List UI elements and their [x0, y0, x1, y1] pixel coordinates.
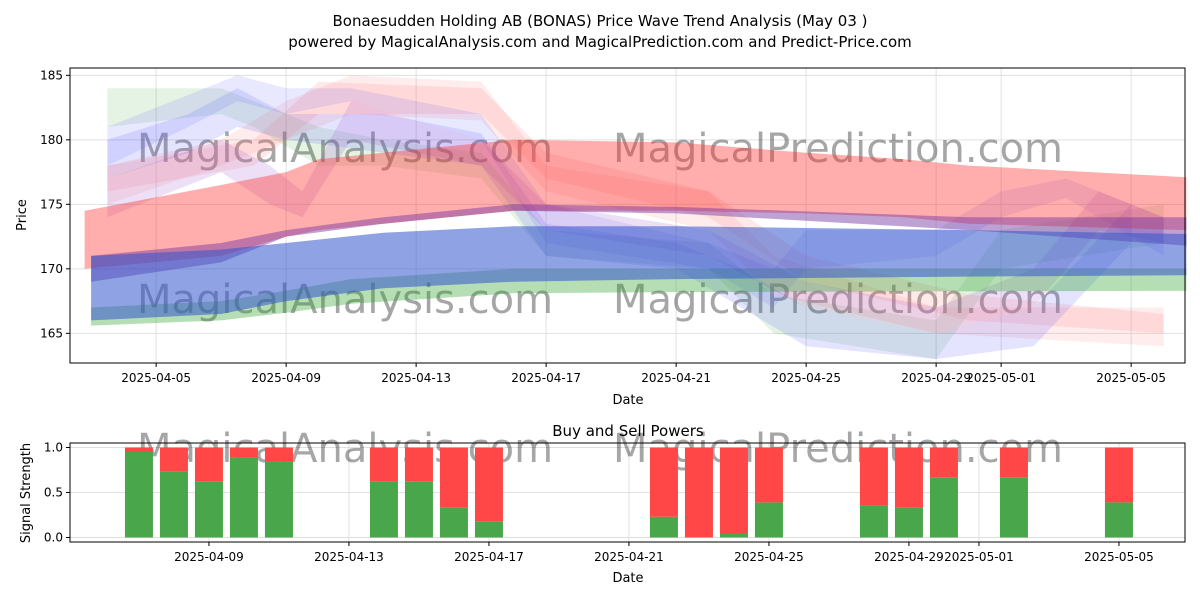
buy-bar	[859, 505, 888, 538]
chart-title: Bonaesudden Holding AB (BONAS) Price Wav…	[332, 12, 867, 30]
sell-bar	[439, 447, 468, 508]
x-tick-label: 2025-04-29	[901, 371, 971, 385]
buy-bar	[404, 481, 433, 538]
sell-bar	[474, 447, 503, 522]
sell-bar	[369, 447, 398, 482]
chart-subtitle: powered by MagicalAnalysis.com and Magic…	[288, 33, 912, 51]
bottom-y-label: Signal Strength	[19, 443, 34, 543]
buy-bar	[894, 507, 923, 538]
y-tick-label: 1.0	[44, 441, 63, 455]
buy-bar	[999, 477, 1028, 538]
y-tick-label: 180	[40, 133, 63, 147]
x-tick-label: 2025-04-21	[641, 371, 711, 385]
buy-bar	[1104, 502, 1133, 538]
buy-bar	[474, 521, 503, 538]
buy-bar	[929, 477, 958, 538]
watermark: MagicalAnalysis.com	[137, 126, 553, 172]
buy-bar	[229, 457, 258, 538]
buy-bar	[194, 481, 223, 538]
plot-area	[70, 68, 1185, 363]
sell-bar	[929, 447, 958, 478]
band-trend-blue	[91, 226, 1187, 321]
sell-bar	[859, 447, 888, 506]
sell-bar	[894, 447, 923, 508]
x-tick-label: 2025-05-05	[1096, 371, 1166, 385]
y-tick-label: 175	[40, 197, 63, 211]
band-wave-green	[107, 88, 1164, 360]
band-wave-light-red	[107, 81, 1164, 334]
x-tick-label: 2025-04-09	[174, 550, 244, 564]
x-tick-label: 2025-04-13	[314, 550, 384, 564]
band-trend-purple	[91, 204, 1187, 282]
x-tick-label: 2025-04-17	[454, 550, 524, 564]
sell-bar	[229, 447, 258, 458]
buy-bar	[439, 507, 468, 538]
plot-frame	[69, 67, 1186, 364]
x-tick-label: 2025-04-25	[734, 550, 804, 564]
band-wave-pink	[107, 75, 1164, 347]
sell-bar	[754, 447, 783, 503]
x-tick-label: 2025-04-17	[511, 371, 581, 385]
x-tick-label: 2025-05-01	[944, 550, 1014, 564]
sell-bar	[719, 447, 748, 533]
y-tick-label: 165	[40, 326, 63, 340]
sell-bar	[404, 447, 433, 482]
x-tick-label: 2025-05-05	[1084, 550, 1154, 564]
sell-bar	[124, 447, 153, 452]
top-y-label: Price	[15, 199, 30, 231]
watermark: MagicalPrediction.com	[613, 277, 1063, 323]
sell-bar	[684, 447, 713, 538]
buy-bar	[719, 533, 748, 538]
x-tick-label: 2025-05-01	[966, 371, 1036, 385]
y-tick-label: 185	[40, 68, 63, 82]
price-chart: 165 170 175 180 185 2025-04-05 2025-04-09 2025-…	[40, 67, 1187, 385]
y-tick-label: 0.0	[44, 531, 63, 545]
bottom-title: Buy and Sell Powers	[552, 422, 704, 440]
sell-bar	[159, 447, 188, 472]
sell-bar	[1104, 447, 1133, 503]
buy-bar	[754, 502, 783, 538]
y-tick-label: 0.5	[44, 486, 63, 500]
sell-bar	[264, 447, 293, 462]
buy-bar	[159, 471, 188, 538]
sell-bar	[194, 447, 223, 482]
band-wave-blue	[107, 88, 1132, 360]
band-trend-red	[84, 139, 1187, 269]
x-tick-label: 2025-04-25	[771, 371, 841, 385]
x-tick-label: 2025-04-13	[381, 371, 451, 385]
top-x-label: Date	[612, 393, 643, 408]
plot-frame	[69, 442, 1186, 543]
bottom-x-label: Date	[612, 571, 643, 586]
buy-bar	[649, 516, 678, 538]
x-tick-label: 2025-04-21	[594, 550, 664, 564]
buy-bar	[124, 452, 153, 538]
x-tick-label: 2025-04-09	[251, 371, 321, 385]
sell-bar	[999, 447, 1028, 478]
signal-chart: 0.0 0.5 1.0 2025-04-09 2025-04-13 2025-04-17 2…	[44, 426, 1186, 564]
y-tick-label: 170	[40, 262, 63, 276]
buy-bar	[369, 481, 398, 538]
x-tick-label: 2025-04-05	[121, 371, 191, 385]
sell-bar	[649, 447, 678, 517]
x-tick-label: 2025-04-29	[874, 550, 944, 564]
buy-bar	[264, 461, 293, 538]
watermark: MagicalPrediction.com	[613, 126, 1063, 172]
